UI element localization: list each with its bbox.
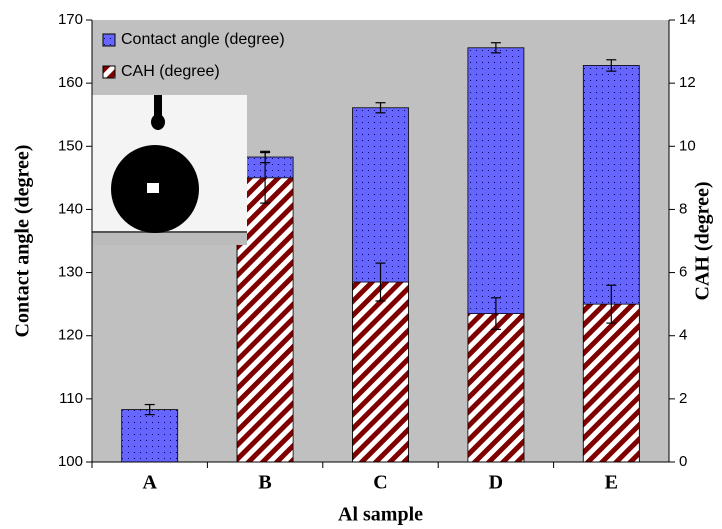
y-tick-label: 150: [58, 137, 83, 154]
y-tick-label: 120: [58, 327, 83, 344]
legend-label: CAH (degree): [121, 63, 220, 80]
y2-tick-label: 10: [679, 137, 696, 154]
bar: [468, 314, 524, 462]
y2-tick-label: 4: [679, 327, 687, 344]
droplet-photo: [92, 95, 247, 245]
y2-tick-label: 6: [679, 264, 687, 281]
y-tick-label: 110: [59, 390, 83, 407]
y-tick-label: 140: [58, 200, 83, 217]
y-tick-label: 170: [58, 11, 83, 28]
y-axis-title: Contact angle (degree): [12, 145, 34, 338]
x-tick-label: C: [373, 472, 387, 494]
y2-tick-label: 8: [679, 200, 687, 217]
bar: [122, 410, 178, 462]
legend-swatch: [103, 66, 115, 78]
y-tick-label: 160: [58, 74, 83, 91]
y2-tick-label: 14: [679, 11, 696, 28]
y-tick-label: 100: [58, 453, 83, 470]
y2-tick-label: 2: [679, 390, 687, 407]
y2-axis-title: CAH (degree): [692, 181, 714, 300]
legend-label: Contact angle (degree): [121, 31, 285, 48]
page: 100 110 120 130 140 150 160 170 0 2 4 6 8 10 12 14 A B C D…: [0, 0, 722, 529]
y-tick-label: 130: [58, 264, 83, 281]
bar: [353, 282, 409, 462]
y2-tick-label: 0: [679, 453, 687, 470]
x-axis-title: Al sample: [338, 504, 423, 526]
bar: [583, 304, 639, 462]
legend-swatch: [103, 34, 115, 46]
y2-tick-label: 12: [679, 74, 696, 91]
x-tick-label: A: [142, 472, 157, 494]
x-tick-label: B: [258, 472, 271, 494]
x-tick-label: E: [605, 472, 618, 494]
chart: 100 110 120 130 140 150 160 170 0 2 4 6 8 10 12 14 A B C D…: [0, 0, 722, 529]
x-tick-label: D: [489, 472, 503, 494]
